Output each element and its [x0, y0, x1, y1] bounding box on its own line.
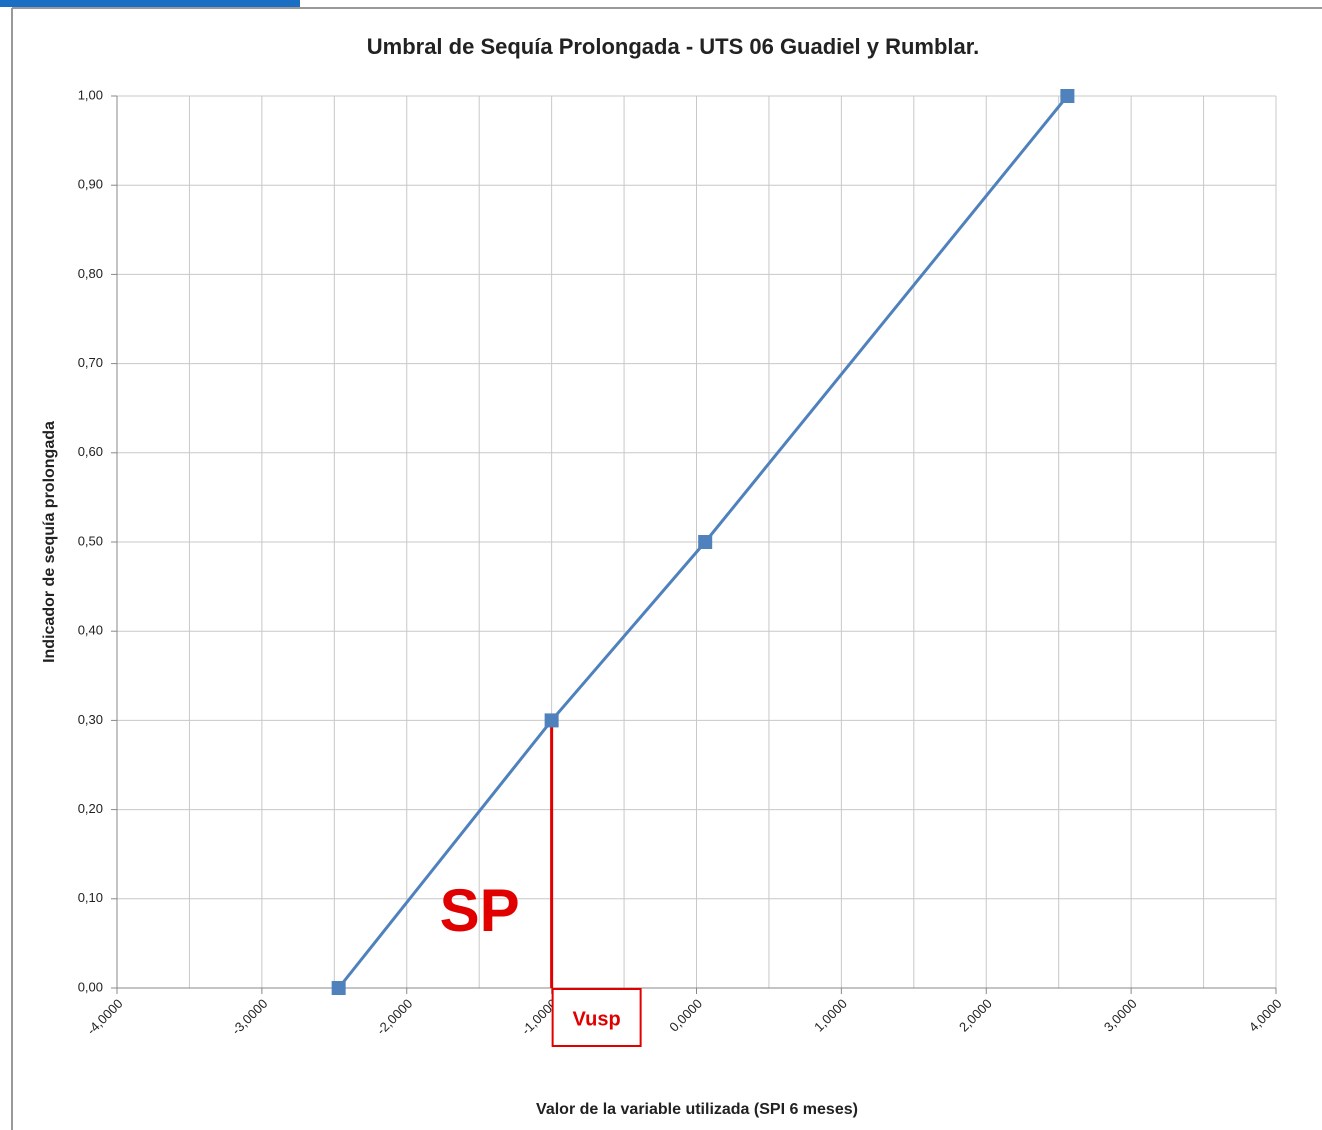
- y-tick-label: 0,80: [78, 266, 103, 281]
- y-tick-label: 0,20: [78, 801, 103, 816]
- x-tick-label: 4,0000: [1246, 996, 1285, 1035]
- threshold-label: Vusp: [573, 1008, 621, 1030]
- marker: [331, 981, 346, 995]
- x-tick-label: -3,0000: [229, 996, 271, 1038]
- y-tick-label: 0,90: [78, 177, 103, 192]
- line: [337, 95, 1069, 989]
- y-tick-label: 0,00: [78, 979, 103, 994]
- y-tick-label: 0,40: [78, 623, 103, 638]
- y-tick-label: 0,30: [78, 712, 103, 727]
- region-label: SP: [440, 877, 520, 944]
- y-tick-label: 0,50: [78, 533, 103, 548]
- y-tick-label: 0,60: [78, 444, 103, 459]
- x-tick-label: 1,0000: [811, 996, 850, 1035]
- threshold-box: [551, 988, 642, 1047]
- x-tick-label: 3,0000: [1101, 996, 1140, 1035]
- marker: [1060, 89, 1075, 103]
- x-tick-label: -4,0000: [84, 996, 126, 1038]
- x-tick-label: -2,0000: [374, 996, 416, 1038]
- x-tick-label: 2,0000: [956, 996, 995, 1035]
- marker: [544, 713, 559, 728]
- x-tick-label: 0,0000: [666, 996, 705, 1035]
- x-axis-label: Valor de la variable utilizada (SPI 6 me…: [536, 1101, 858, 1118]
- header-fragment: [0, 0, 300, 7]
- y-tick-label: 1,00: [78, 87, 103, 102]
- marker: [698, 535, 713, 549]
- y-tick-label: 0,70: [78, 355, 103, 370]
- y-tick-label: 0,10: [78, 890, 103, 905]
- y-axis-label: Indicador de sequía prolongada: [41, 421, 58, 663]
- chart-title: Umbral de Sequía Prolongada - UTS 06 Gua…: [367, 34, 979, 59]
